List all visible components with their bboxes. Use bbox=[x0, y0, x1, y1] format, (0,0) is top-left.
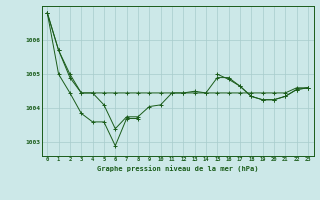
X-axis label: Graphe pression niveau de la mer (hPa): Graphe pression niveau de la mer (hPa) bbox=[97, 165, 258, 172]
